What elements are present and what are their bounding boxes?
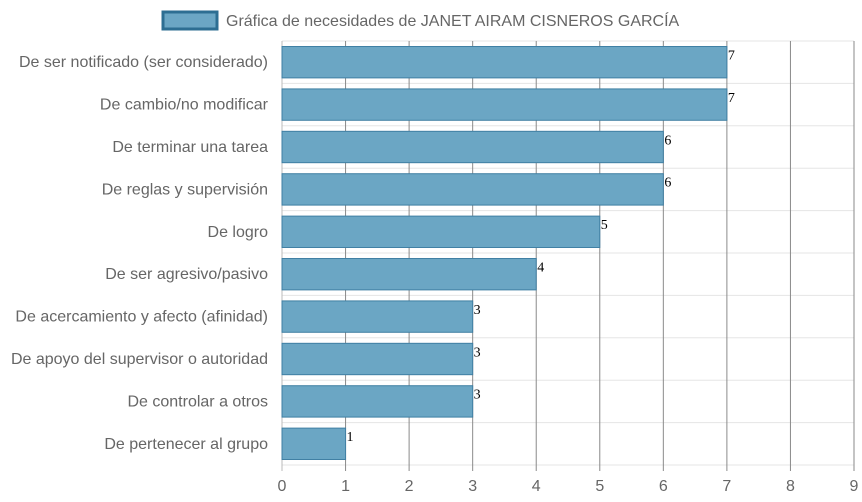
category-labels: De ser notificado (ser considerado) De ca… <box>11 54 269 453</box>
bar[interactable] <box>281 46 728 79</box>
category-label: De ser agresivo/pasivo <box>105 266 268 283</box>
category-label: De logro <box>208 224 269 241</box>
x-tick-label: 5 <box>595 478 604 495</box>
bar[interactable] <box>281 215 601 248</box>
bar[interactable] <box>281 130 664 164</box>
bars <box>281 46 728 460</box>
bar[interactable] <box>281 300 474 333</box>
legend-label[interactable]: Gráfica de necesidades de JANET AIRAM CI… <box>226 11 680 30</box>
x-tick-label: 1 <box>341 478 350 495</box>
x-axis-tick-labels: 0 1 2 3 4 5 6 7 8 9 <box>278 478 859 495</box>
data-label: 7 <box>728 91 735 106</box>
x-tick-label: 9 <box>850 478 859 495</box>
x-tick-label: 4 <box>532 478 541 495</box>
category-label: De reglas y supervisión <box>102 181 268 198</box>
data-label: 6 <box>664 176 671 191</box>
bar[interactable] <box>281 173 664 206</box>
x-tick-label: 3 <box>468 478 477 495</box>
data-label: 4 <box>537 261 544 276</box>
category-label: De controlar a otros <box>127 393 268 410</box>
data-label: 3 <box>474 388 481 403</box>
data-label: 7 <box>728 49 735 64</box>
x-tick-label: 2 <box>405 478 414 495</box>
legend[interactable]: Gráfica de necesidades de JANET AIRAM CI… <box>161 10 680 31</box>
category-label: De apoyo del supervisor o autoridad <box>11 351 268 368</box>
category-label: De terminar una tarea <box>112 139 268 156</box>
data-labels: 7 7 6 6 5 4 3 3 3 1 <box>347 49 735 446</box>
x-tick-label: 8 <box>786 478 795 495</box>
bar[interactable] <box>281 385 474 418</box>
data-label: 6 <box>664 133 671 148</box>
data-label: 3 <box>474 345 481 360</box>
x-tick-label: 0 <box>278 478 287 495</box>
data-label: 1 <box>347 430 354 445</box>
category-label: De cambio/no modificar <box>100 97 269 114</box>
category-label: De pertenecer al grupo <box>104 436 268 453</box>
data-label: 5 <box>601 218 608 233</box>
category-label: De ser notificado (ser considerado) <box>19 54 268 71</box>
bar[interactable] <box>281 258 537 291</box>
category-label: De acercamiento y afecto (afinidad) <box>15 309 268 326</box>
x-tick-label: 7 <box>722 478 731 495</box>
bar[interactable] <box>281 88 728 121</box>
x-tick-label: 6 <box>659 478 668 495</box>
bar[interactable] <box>281 342 474 376</box>
legend-swatch[interactable] <box>161 10 219 31</box>
bar[interactable] <box>281 427 347 460</box>
data-label: 3 <box>474 303 481 318</box>
